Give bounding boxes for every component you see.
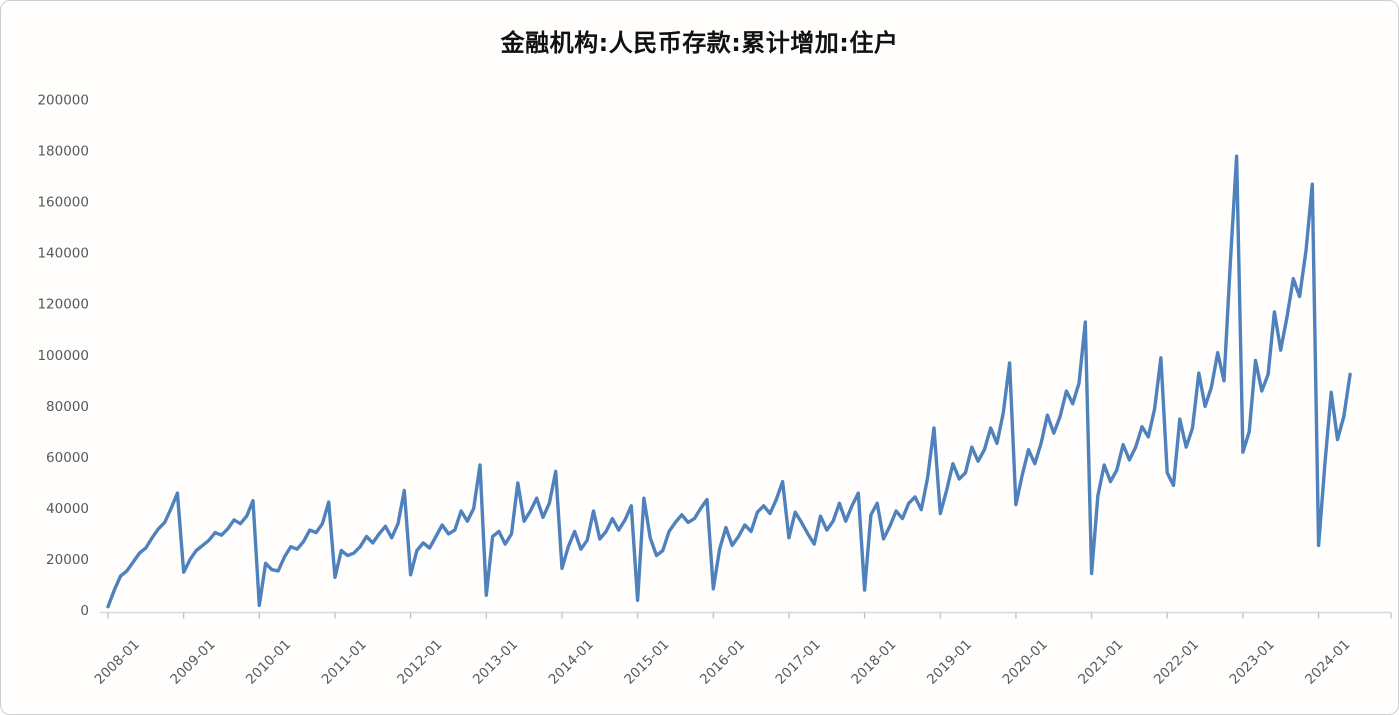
x-axis-label: 2012-01 [394, 637, 445, 688]
y-axis-label: 60000 [46, 450, 89, 466]
series-line [106, 154, 1352, 609]
x-axis-label: 2019-01 [924, 637, 975, 688]
x-axis-label: 2022-01 [1151, 637, 1202, 688]
y-axis-label: 40000 [46, 501, 89, 517]
y-axis-label: 140000 [37, 246, 89, 262]
x-axis-label: 2008-01 [92, 637, 143, 688]
x-axis-label: 2017-01 [773, 637, 824, 688]
x-axis-label: 2016-01 [697, 637, 748, 688]
x-axis-label: 2021-01 [1075, 637, 1126, 688]
y-axis-label: 180000 [37, 144, 89, 160]
x-axis-label: 2013-01 [470, 637, 521, 688]
y-axis-label: 100000 [37, 348, 89, 364]
y-axis-label: 80000 [46, 399, 89, 415]
x-axis-label: 2020-01 [1000, 637, 1051, 688]
y-axis-label: 20000 [46, 552, 89, 568]
x-axis-label: 2010-01 [243, 637, 294, 688]
x-axis-label: 2015-01 [621, 637, 672, 688]
chart-title: 金融机构:人民币存款:累计增加:住户 [500, 29, 899, 57]
x-axis-label: 2018-01 [848, 637, 899, 688]
x-axis-label: 2011-01 [319, 637, 370, 688]
y-axis-label: 160000 [37, 195, 89, 211]
x-axis-label: 2023-01 [1227, 637, 1278, 688]
y-axis-label: 200000 [37, 93, 89, 109]
x-axis-label: 2024-01 [1302, 637, 1353, 688]
y-axis-label: 120000 [37, 297, 89, 313]
x-axis-label: 2014-01 [546, 637, 597, 688]
x-axis-label: 2009-01 [167, 637, 218, 688]
y-axis-label: 0 [80, 603, 89, 619]
